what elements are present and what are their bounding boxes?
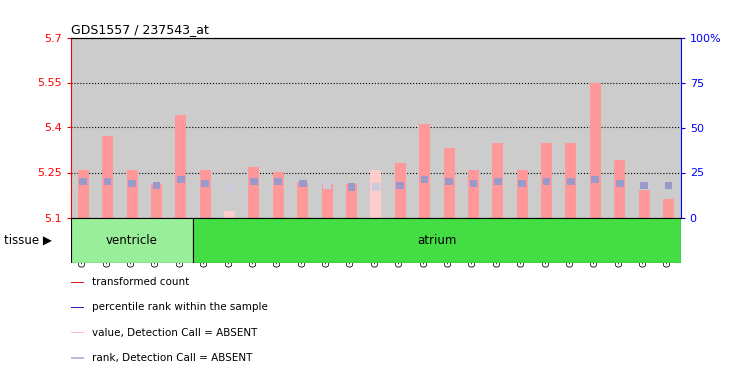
Text: tissue ▶: tissue ▶: [4, 234, 52, 246]
Bar: [614, 160, 625, 218]
Text: GDS1557 / 237543_at: GDS1557 / 237543_at: [71, 23, 209, 36]
Bar: [201, 180, 209, 187]
Bar: [151, 184, 162, 218]
Bar: [590, 82, 601, 218]
Bar: [639, 190, 649, 217]
Bar: [273, 172, 283, 217]
Bar: [128, 180, 136, 187]
Bar: [565, 142, 577, 218]
Text: transformed count: transformed count: [93, 277, 190, 287]
Bar: [299, 180, 307, 187]
Bar: [224, 211, 235, 217]
Text: value, Detection Call = ABSENT: value, Detection Call = ABSENT: [93, 328, 258, 338]
Bar: [663, 200, 674, 217]
Bar: [492, 142, 503, 218]
Bar: [153, 182, 160, 189]
Bar: [372, 183, 380, 190]
Bar: [444, 148, 455, 217]
Bar: [71, 357, 85, 359]
Bar: [518, 180, 526, 187]
Bar: [468, 170, 479, 217]
Bar: [193, 217, 681, 262]
Bar: [322, 184, 333, 218]
Bar: [517, 170, 527, 217]
Bar: [396, 182, 404, 189]
Bar: [567, 178, 574, 185]
Text: rank, Detection Call = ABSENT: rank, Detection Call = ABSENT: [93, 353, 253, 363]
Bar: [104, 178, 111, 185]
Bar: [79, 178, 87, 185]
Bar: [71, 217, 193, 262]
Bar: [71, 332, 85, 333]
Bar: [470, 180, 477, 187]
Bar: [419, 124, 430, 217]
Bar: [616, 180, 624, 187]
Bar: [250, 178, 258, 185]
Bar: [445, 178, 453, 185]
Bar: [248, 166, 260, 218]
Bar: [102, 136, 113, 218]
Bar: [494, 178, 502, 185]
Bar: [78, 170, 89, 217]
Bar: [640, 182, 648, 189]
Bar: [543, 178, 551, 185]
Bar: [421, 176, 429, 183]
Bar: [226, 185, 233, 192]
Bar: [177, 176, 185, 183]
Bar: [126, 170, 138, 217]
Bar: [370, 170, 381, 217]
Bar: [592, 176, 599, 183]
Bar: [71, 282, 85, 283]
Bar: [665, 182, 672, 189]
Bar: [175, 116, 186, 218]
Bar: [348, 183, 355, 190]
Text: atrium: atrium: [417, 234, 456, 246]
Bar: [541, 142, 552, 218]
Bar: [346, 184, 357, 218]
Bar: [275, 178, 282, 185]
Bar: [71, 307, 85, 308]
Bar: [323, 182, 331, 189]
Text: percentile rank within the sample: percentile rank within the sample: [93, 303, 269, 312]
Bar: [200, 170, 211, 217]
Bar: [395, 164, 405, 218]
Bar: [297, 182, 308, 218]
Text: ventricle: ventricle: [106, 234, 158, 246]
